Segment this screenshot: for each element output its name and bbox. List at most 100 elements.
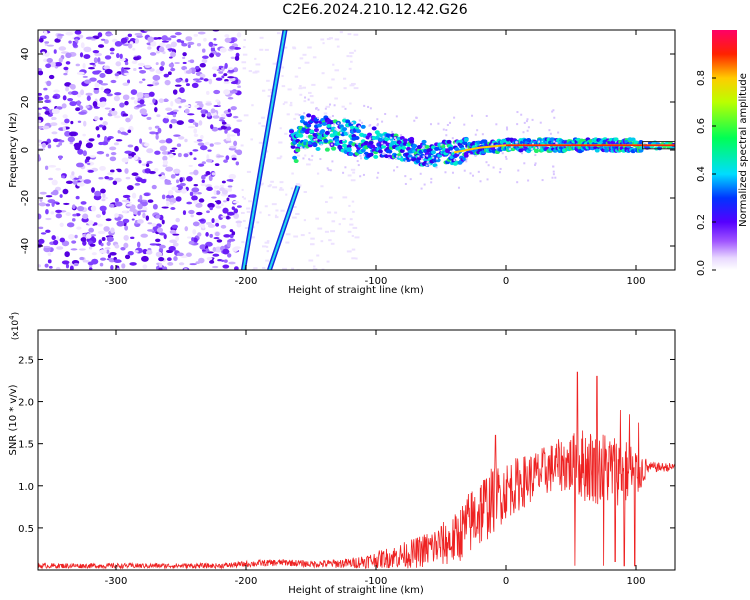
heatmap-cell <box>164 116 169 119</box>
heatmap-cell <box>350 179 356 182</box>
heatmap-cell <box>166 112 174 115</box>
heatmap-cell <box>228 261 236 265</box>
heatmap-cell <box>200 134 204 140</box>
heatmap-cell <box>358 125 361 128</box>
heatmap-cell <box>38 67 42 71</box>
heatmap-cell <box>176 120 184 125</box>
heatmap-cell <box>169 123 173 129</box>
heatmap-cell <box>147 46 152 50</box>
heatmap-cell <box>521 152 524 155</box>
heatmap-cell <box>390 136 393 139</box>
heatmap-cell <box>214 231 220 237</box>
heatmap-cell <box>294 113 299 116</box>
heatmap-cell <box>186 236 192 239</box>
heatmap-cell <box>118 57 126 62</box>
heatmap-cell <box>38 238 45 244</box>
heatmap-cell <box>381 142 384 145</box>
heatmap-cell <box>356 160 359 163</box>
heatmap-cell <box>53 49 57 54</box>
spectrogram-heatmap <box>38 30 675 270</box>
heatmap-cell <box>241 188 244 191</box>
heatmap-cell <box>58 46 67 51</box>
heatmap-cell <box>501 152 504 155</box>
heatmap-cell <box>56 246 64 250</box>
heatmap-cell <box>169 149 176 153</box>
heatmap-cell <box>198 120 203 126</box>
heatmap-cell <box>61 103 67 109</box>
heatmap-cell <box>451 137 454 140</box>
heatmap-cell <box>348 151 354 156</box>
heatmap-cell <box>216 239 223 243</box>
snr-y-ticks: 0.5 1.0 1.5 2.0 2.5 <box>18 355 675 535</box>
heatmap-cell <box>211 218 215 224</box>
heatmap-cell <box>147 229 155 232</box>
heatmap-cell <box>525 120 528 123</box>
heatmap-cell <box>412 144 418 149</box>
heatmap-cell <box>228 67 234 71</box>
heatmap-cell <box>73 262 79 267</box>
heatmap-cell <box>321 268 325 270</box>
heatmap-cell <box>479 180 482 183</box>
heatmap-cell <box>178 105 182 109</box>
heatmap-cell <box>87 220 94 226</box>
heatmap-cell <box>468 153 471 156</box>
y-tick-label: 2.5 <box>18 355 34 366</box>
heatmap-cell <box>303 219 306 222</box>
heatmap-cell <box>541 179 544 182</box>
heatmap-cell <box>444 171 447 174</box>
heatmap-cell <box>206 256 213 261</box>
heatmap-cell <box>538 146 541 149</box>
heatmap-cell <box>522 131 525 134</box>
heatmap-cell <box>352 226 358 229</box>
heatmap-cell <box>41 51 46 57</box>
heatmap-cell <box>94 52 103 57</box>
heatmap-cell <box>221 75 225 79</box>
heatmap-cell <box>220 203 224 207</box>
heatmap-cell <box>264 205 268 208</box>
heatmap-cell <box>299 85 302 88</box>
heatmap-cell <box>47 144 52 149</box>
heatmap-cell <box>114 198 119 203</box>
heatmap-cell <box>260 183 263 186</box>
heatmap-cell <box>106 249 110 254</box>
heatmap-cell <box>531 148 534 151</box>
heatmap-cell <box>342 171 345 174</box>
heatmap-cell <box>59 222 64 227</box>
heatmap-cell <box>312 143 318 148</box>
heatmap-cell <box>377 171 380 174</box>
heatmap-cell <box>315 146 321 151</box>
heatmap-cell <box>76 226 82 230</box>
heatmap-cell <box>114 213 119 218</box>
heatmap-cell <box>552 165 555 168</box>
heatmap-cell <box>48 74 55 80</box>
heatmap-cell <box>192 149 199 152</box>
heatmap-cell <box>50 122 58 127</box>
heatmap-cell <box>244 227 249 230</box>
heatmap-cell <box>346 250 352 253</box>
heatmap-cell <box>391 130 394 133</box>
heatmap-cell <box>236 223 242 228</box>
heatmap-cell <box>99 205 107 212</box>
heatmap-cell <box>71 218 76 222</box>
heatmap-cell <box>50 61 56 68</box>
heatmap-cell <box>336 129 341 132</box>
heatmap-cell <box>100 242 104 247</box>
heatmap-cell <box>250 138 253 141</box>
heatmap-cell <box>227 253 232 258</box>
heatmap-cell <box>131 192 137 199</box>
heatmap-cell <box>114 73 120 77</box>
heatmap-cell <box>178 262 185 266</box>
heatmap-cell <box>369 137 372 140</box>
heatmap-cell <box>445 129 448 132</box>
y-tick-label: 1.5 <box>18 440 34 451</box>
heatmap-cell <box>259 36 264 39</box>
heatmap-cell <box>92 49 100 54</box>
heatmap-cell <box>89 62 96 65</box>
heatmap-cell <box>54 38 61 43</box>
heatmap-cell <box>334 135 340 140</box>
heatmap-cell <box>242 219 246 222</box>
heatmap-cell <box>264 241 270 244</box>
heatmap-cell <box>402 138 408 143</box>
heatmap-cell <box>176 252 184 257</box>
heatmap-cell <box>224 129 228 134</box>
